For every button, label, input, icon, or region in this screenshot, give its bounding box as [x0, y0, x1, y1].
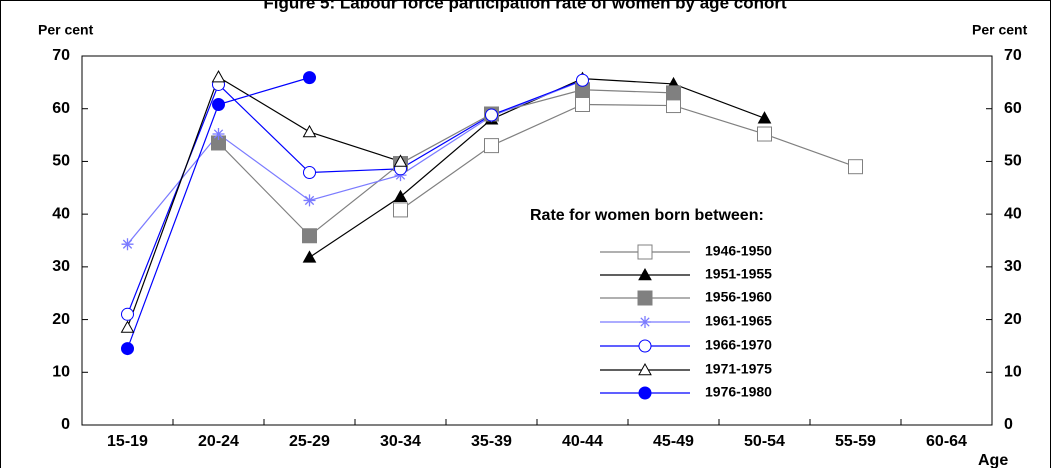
marker [303, 71, 316, 85]
x-tick-label: 20-24 [198, 433, 239, 450]
legend-label: 1956-1960 [705, 289, 772, 305]
chart-title: Figure 5: Labour force participation rat… [263, 0, 787, 12]
marker [302, 250, 317, 263]
marker [120, 320, 135, 333]
x-tick-label: 45-49 [653, 433, 694, 450]
y-tick-label: 70 [52, 47, 70, 64]
legend-label: 1976-1980 [705, 384, 772, 400]
marker [302, 228, 317, 244]
x-tick-label: 25-29 [289, 433, 330, 450]
y2-axis-label: Per cent [972, 22, 1028, 38]
legend-marker [638, 339, 652, 353]
marker [666, 98, 681, 114]
marker [485, 108, 498, 122]
x-tick-label: 40-44 [562, 433, 603, 450]
legend-marker [637, 244, 653, 260]
legend-label: 1946-1950 [705, 243, 772, 259]
y-tick-label: 50 [52, 153, 70, 170]
marker [576, 73, 589, 87]
series-line [218, 89, 674, 237]
x-tick-label: 50-54 [744, 433, 785, 450]
legend-label: 1971-1975 [705, 361, 772, 377]
y-tick-label: 40 [52, 205, 70, 222]
marker [302, 124, 317, 138]
marker [303, 194, 316, 207]
y2-tick-label: 10 [1004, 364, 1022, 381]
marker [121, 307, 134, 321]
marker [757, 111, 772, 124]
x-axis-label: Age [978, 452, 1008, 468]
plot-area [81, 55, 993, 426]
y2-tick-label: 50 [1004, 153, 1022, 170]
marker [848, 159, 863, 175]
y2-tick-label: 30 [1004, 258, 1022, 275]
x-tick-label: 15-19 [107, 433, 148, 450]
x-tick-label: 30-34 [380, 433, 421, 450]
legend-marker [639, 316, 651, 328]
marker [575, 96, 590, 112]
y2-tick-label: 40 [1004, 205, 1022, 222]
y-tick-label: 20 [52, 311, 70, 328]
y-tick-label: 30 [52, 258, 70, 275]
legend-label: 1966-1970 [705, 337, 772, 353]
series-line [126, 76, 401, 328]
marker [666, 85, 681, 101]
legend-marker [637, 290, 653, 306]
y-tick-label: 60 [52, 100, 70, 117]
y2-tick-label: 70 [1004, 47, 1022, 64]
marker [303, 165, 316, 179]
legend-label: 1961-1965 [705, 313, 772, 329]
legend-marker [638, 386, 652, 400]
y2-tick-label: 0 [1004, 416, 1013, 433]
marker [121, 342, 134, 356]
series-line [126, 77, 310, 349]
legend-title: Rate for women born between: [530, 207, 764, 224]
x-tick-label: 55-59 [835, 433, 876, 450]
series-line [400, 103, 856, 211]
marker [212, 97, 225, 111]
x-tick-label: 60-64 [926, 433, 967, 450]
series-line [126, 79, 583, 315]
x-tick-label: 35-39 [471, 433, 512, 450]
marker [121, 238, 134, 251]
series-line [127, 80, 583, 245]
marker [393, 154, 408, 167]
marker [393, 202, 408, 218]
series-line [309, 78, 765, 258]
legend-marker [638, 362, 652, 376]
legend-label: 1951-1955 [705, 266, 772, 282]
y-tick-label: 10 [52, 364, 70, 381]
y-axis-label: Per cent [38, 22, 94, 38]
marker [211, 70, 226, 83]
y-tick-label: 0 [61, 416, 70, 433]
y2-tick-label: 60 [1004, 100, 1022, 117]
legend-marker [638, 267, 652, 281]
marker [484, 138, 499, 154]
marker [757, 126, 772, 142]
marker [393, 189, 408, 203]
y2-tick-label: 20 [1004, 311, 1022, 328]
marker [212, 128, 225, 141]
